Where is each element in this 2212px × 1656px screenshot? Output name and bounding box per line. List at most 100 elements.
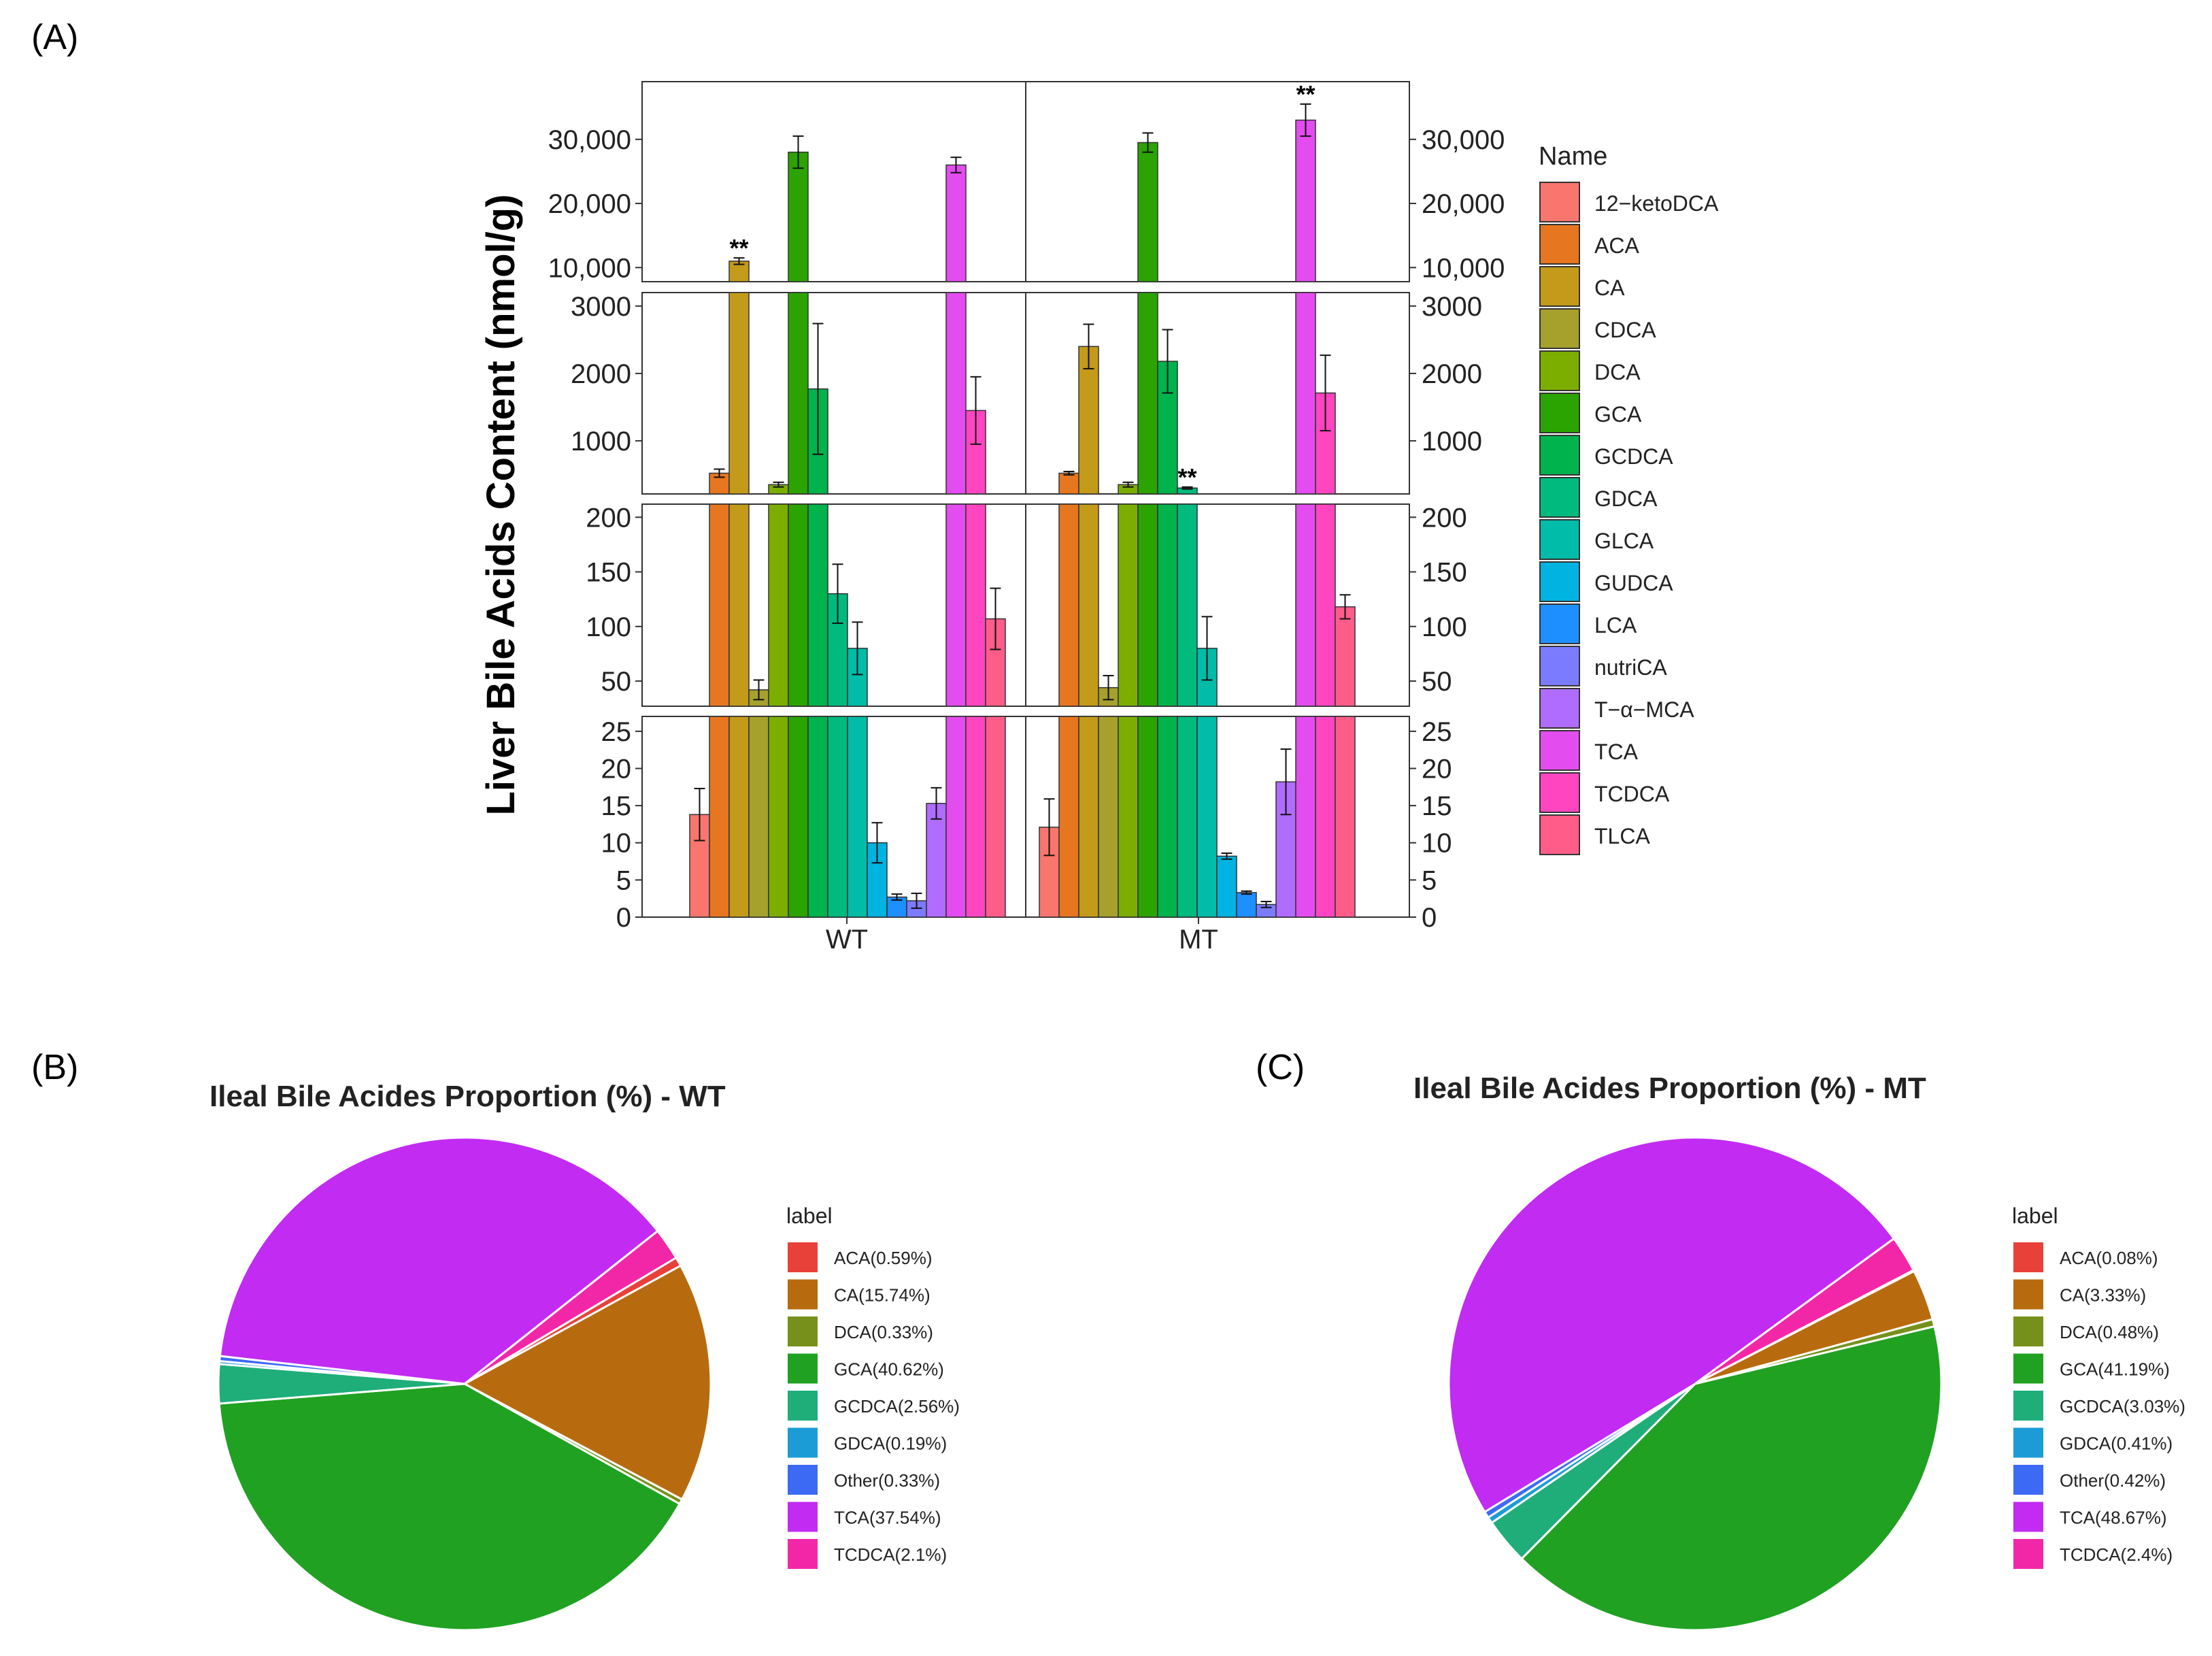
pie-slice-tcdca	[464, 1229, 677, 1385]
pie-legend-swatch-tcdca	[788, 1539, 818, 1569]
panel-label-a: (A)	[31, 18, 78, 57]
pie-legend-label-gdca: GDCA(0.19%)	[834, 1434, 947, 1454]
y-tick-label-left: 20,000	[548, 189, 631, 219]
bar-ca-mt	[1078, 346, 1099, 495]
pie-legend-swatch-ca	[788, 1279, 818, 1310]
pie-legend-label-gdca: GDCA(0.41%)	[2060, 1434, 2173, 1454]
bar-tlca-mt	[1335, 606, 1356, 707]
bar-ca-mt	[1078, 503, 1099, 707]
bar-tca-wt	[945, 503, 967, 707]
bar-aca-wt	[709, 503, 730, 707]
pie-legend-title: label	[2012, 1204, 2058, 1228]
bar-tca-wt	[945, 164, 967, 282]
significance-mark-0: **	[729, 234, 748, 262]
legend-label-cdca: CDCA	[1594, 318, 1656, 342]
legend-swatch-gcdca	[1539, 435, 1580, 476]
pie-wt-title: Ileal Bile Acides Proportion (%) - WT	[210, 1080, 726, 1113]
y-tick-label-right: 20,000	[1422, 189, 1505, 219]
y-tick-label-left: 10	[601, 829, 632, 859]
bar-glca-wt	[847, 648, 868, 707]
legend-label-nutrica: nutriCA	[1594, 655, 1667, 680]
bar-glca-wt	[847, 716, 868, 918]
legend-swatch-glca	[1539, 519, 1580, 560]
bar-tlca-wt	[985, 716, 1006, 918]
pie-mt-title: Ileal Bile Acides Proportion (%) - MT	[1413, 1072, 1926, 1105]
y-tick-label-left: 15	[601, 791, 632, 821]
pie-legend-label-dca: DCA(0.33%)	[834, 1322, 933, 1342]
legend-swatch-gca	[1539, 393, 1580, 433]
y-tick-label-left: 200	[586, 503, 631, 533]
bar-dca-mt	[1118, 503, 1139, 707]
bar-gca-wt	[788, 503, 809, 707]
pie-legend-label-aca: ACA(0.08%)	[2060, 1248, 2158, 1268]
bar-tlca-wt	[985, 618, 1006, 707]
pie-legend-swatch-dca	[788, 1316, 818, 1346]
y-tick-label-right: 15	[1422, 791, 1452, 821]
x-tick-label-wt: WT	[826, 925, 868, 955]
legend-label-lca: LCA	[1594, 613, 1637, 637]
bar-ca-wt	[728, 292, 750, 495]
y-tick-label-left: 0	[616, 903, 631, 933]
pie-legend-swatch-gdca	[2013, 1427, 2043, 1458]
legend-swatch-lca	[1539, 603, 1580, 644]
bar-tcdca-mt	[1315, 503, 1336, 707]
legend-label-glca: GLCA	[1594, 529, 1654, 553]
bar-gcdca-mt	[1157, 716, 1178, 918]
bar-ca-wt	[728, 503, 750, 707]
legend-swatch-cdca	[1539, 308, 1580, 349]
legend-label-gcdca: GCDCA	[1594, 444, 1673, 469]
pie-legend-label-other: Other(0.42%)	[2060, 1470, 2166, 1491]
pie-legend-swatch-ca	[2013, 1279, 2043, 1310]
bar-gca-wt	[788, 292, 809, 495]
legend-label-aca: ACA	[1594, 233, 1639, 258]
pie-legend-label-tcdca: TCDCA(2.4%)	[2060, 1544, 2173, 1565]
pie-legend-label-gcdca: GCDCA(2.56%)	[834, 1396, 960, 1417]
bar-chart: 0 0 5 5 10 10 15 15 20 20 25 25 50 50 100 100 150 150 200 2…	[548, 80, 1505, 955]
legend-label-dca: DCA	[1594, 360, 1641, 384]
y-tick-label-right: 50	[1422, 667, 1452, 697]
bar-lca-mt	[1236, 892, 1257, 918]
y-tick-label-right: 10,000	[1422, 253, 1505, 283]
pie-legend-swatch-gcdca	[2013, 1391, 2043, 1421]
pie-legend-label-tca: TCA(37.54%)	[834, 1508, 941, 1528]
pie-legend-label-other: Other(0.33%)	[834, 1470, 940, 1491]
pie-legend-swatch-gca	[2013, 1353, 2043, 1384]
pie-slice-tcdca	[1694, 1237, 1915, 1385]
pie-legend-label-tcdca: TCDCA(2.1%)	[834, 1544, 947, 1565]
pie-legend-label-aca: ACA(0.59%)	[834, 1248, 933, 1268]
bar-tca-mt	[1295, 716, 1316, 918]
legend-swatch-tca	[1539, 730, 1580, 771]
bar-aca-mt	[1058, 472, 1079, 495]
pie-slice-tca	[1447, 1136, 1896, 1514]
bar-gdca-wt	[827, 716, 848, 918]
y-tick-label-left: 50	[601, 667, 632, 697]
pie-legend-swatch-tca	[2013, 1502, 2043, 1532]
bar-tca-wt	[945, 716, 967, 918]
legend-swatch-aca	[1539, 224, 1580, 265]
pie-legend-swatch-gcdca	[788, 1391, 818, 1421]
bar-gcdca-mt	[1157, 503, 1178, 707]
bar-dca-wt	[768, 716, 789, 918]
legend-swatch-gdca	[1539, 477, 1580, 518]
legend-title: Name	[1539, 142, 1607, 171]
pie-legend-swatch-gca	[788, 1353, 818, 1384]
pie-chart-wt	[217, 1136, 712, 1632]
y-tick-label-left: 30,000	[548, 125, 631, 155]
pie-legend-label-gca: GCA(40.62%)	[834, 1359, 944, 1380]
legend-label-t-mca: T−α−MCA	[1594, 697, 1694, 722]
y-tick-label-right: 2000	[1422, 359, 1482, 389]
bar-tca-mt	[1295, 503, 1316, 707]
pie-legend-label-tca: TCA(48.67%)	[2060, 1508, 2167, 1528]
legend-label-gca: GCA	[1594, 402, 1642, 427]
legend-label-tlca: TLCA	[1594, 824, 1650, 848]
pie-legend-label-gca: GCA(41.19%)	[2060, 1359, 2170, 1380]
y-tick-label-left: 150	[586, 558, 631, 588]
pie-legend-swatch-other	[2013, 1465, 2043, 1495]
legend-label-ca: CA	[1594, 276, 1625, 300]
y-tick-label-left: 10,000	[548, 253, 631, 283]
y-tick-label-left: 5	[616, 865, 631, 895]
pie-legend-swatch-other	[788, 1465, 818, 1495]
